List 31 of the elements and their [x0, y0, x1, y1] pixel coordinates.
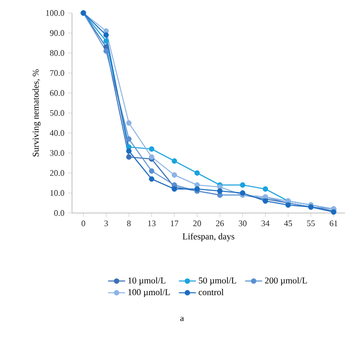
x-tick-label: 45 [284, 220, 292, 226]
x-tick-label: 8 [127, 220, 131, 226]
x-tick-label: 20 [193, 220, 202, 226]
x-tick-label: 61 [330, 220, 338, 226]
y-tick-label: 20.0 [50, 170, 64, 176]
x-tick-label: 3 [104, 220, 108, 226]
x-tick-label: 34 [262, 220, 270, 226]
y-tick-label: 10.0 [50, 190, 64, 196]
y-tick-label: 90.0 [50, 30, 64, 36]
y-tick-label: 70.0 [50, 70, 64, 76]
x-tick-label: 26 [216, 220, 224, 226]
y-tick-label: 40.0 [50, 130, 64, 136]
legend-label: control [198, 288, 224, 296]
legend-label: 100 µmol/L [128, 288, 170, 298]
y-tick-label: 0.0 [54, 210, 64, 216]
x-tick-label: 13 [148, 220, 156, 226]
x-axis-title: Lifespan, days [182, 233, 234, 242]
text: a [180, 316, 184, 322]
legend-label: 50 µmol/L [198, 277, 236, 286]
x-tick-label: 0 [82, 220, 86, 226]
y-axis-title: Surviving nematodes, % [32, 69, 41, 156]
x-tick-label: 30 [238, 220, 247, 226]
y-tick-label: 30.0 [50, 150, 64, 156]
y-tick-label: 60.0 [50, 90, 64, 96]
x-tick-label: 17 [170, 220, 178, 226]
x-tick-label: 55 [307, 220, 315, 226]
y-tick-label: 50.0 [50, 110, 64, 116]
y-tick-label: 80.0 [50, 50, 64, 56]
legend-label: 200 µmol/L [265, 277, 307, 286]
legend-label: 10 µmol/L [128, 277, 166, 286]
y-tick-label: 100.0 [46, 10, 64, 16]
